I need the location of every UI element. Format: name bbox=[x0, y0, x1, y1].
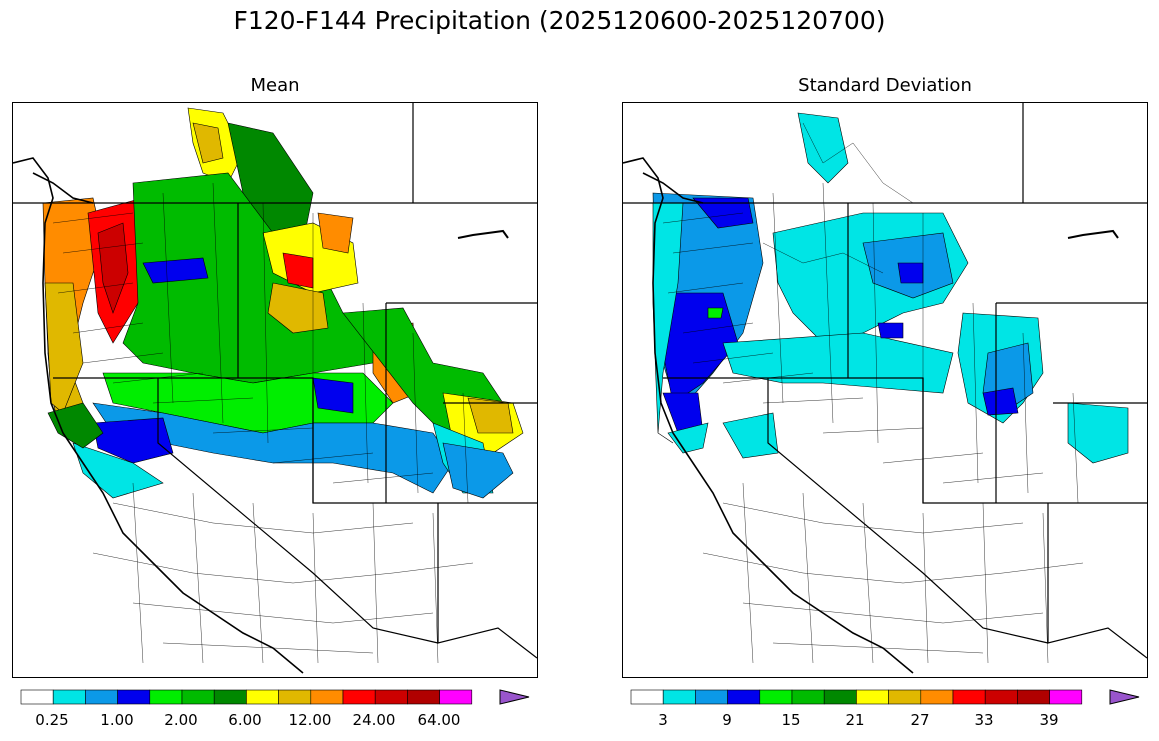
stddev-tick-label: 15 bbox=[781, 711, 801, 729]
mean-puget bbox=[32, 172, 94, 204]
mean-region-gold-east bbox=[467, 397, 514, 434]
stddev-colorbar-segment bbox=[1017, 689, 1050, 705]
sd-region-cyan-north bbox=[797, 112, 849, 184]
mean-region-blue-sierra bbox=[92, 417, 174, 464]
sd-region-blue-mid2 bbox=[877, 322, 904, 339]
stddev-colorbar-extend-arrow bbox=[1109, 689, 1140, 705]
sd-region-cyan-south-coast bbox=[667, 422, 709, 454]
mean-tick-label: 6.00 bbox=[228, 711, 262, 729]
stddev-colorbar-segment bbox=[695, 689, 728, 705]
mean-watershed-lines bbox=[52, 182, 474, 664]
mean-colorbar-segment bbox=[278, 689, 312, 705]
stddev-precip-field bbox=[652, 112, 1129, 464]
stddev-colorbar-svg bbox=[630, 689, 1140, 705]
figure-title: F120-F144 Precipitation (2025120600-2025… bbox=[233, 6, 886, 35]
stddev-colorbar-segment bbox=[856, 689, 889, 705]
sd-region-blue-mid1 bbox=[897, 262, 924, 284]
mean-tick-label: 0.25 bbox=[35, 711, 69, 729]
mean-region-gold-north bbox=[192, 122, 224, 164]
stddev-colorbar bbox=[630, 689, 1145, 709]
mean-region-orange-mid bbox=[317, 212, 354, 254]
mean-colorbar-segment bbox=[342, 689, 376, 705]
mean-great-lake bbox=[457, 229, 509, 239]
stddev-colorbar-segment bbox=[952, 689, 986, 705]
mean-colorbar-segment bbox=[246, 689, 279, 705]
stddev-colorbar-segment bbox=[727, 689, 761, 705]
sd-region-green-dot bbox=[707, 307, 724, 319]
sd-region-blue-east bbox=[982, 387, 1019, 416]
mean-tick-label: 2.00 bbox=[164, 711, 198, 729]
mean-colorbar-segment bbox=[117, 689, 151, 705]
stddev-colorbar-segment bbox=[791, 689, 825, 705]
stddev-map bbox=[622, 102, 1148, 678]
mean-region-sky-east bbox=[442, 442, 514, 499]
mean-state-borders bbox=[13, 103, 537, 659]
mean-colorbar-segment bbox=[85, 689, 118, 705]
stddev-colorbar-segment bbox=[984, 689, 1018, 705]
mean-colorbar-segment bbox=[407, 689, 440, 705]
stddev-colorbar-segment bbox=[759, 689, 793, 705]
sd-region-cyan-far-east bbox=[1067, 402, 1129, 464]
stddev-tick-label: 3 bbox=[658, 711, 668, 729]
mean-colorbar-segment bbox=[374, 689, 408, 705]
mean-region-blue-mtn bbox=[312, 377, 354, 414]
stddev-colorbar-segment bbox=[888, 689, 922, 705]
mean-coastline bbox=[13, 157, 304, 674]
stddev-tick-label: 9 bbox=[722, 711, 732, 729]
mean-tick-label: 1.00 bbox=[100, 711, 134, 729]
stddev-tick-label: 27 bbox=[910, 711, 930, 729]
stddev-watershed-lines bbox=[662, 122, 1084, 664]
mean-region-cyan-sierra bbox=[72, 442, 164, 499]
mean-colorbar-segment bbox=[439, 689, 473, 705]
mean-panel-title: Mean bbox=[250, 75, 300, 96]
sd-region-cyan-band2 bbox=[722, 332, 954, 394]
stddev-tick-label: 39 bbox=[1039, 711, 1059, 729]
stddev-great-lake bbox=[1067, 229, 1119, 239]
mean-map bbox=[12, 102, 538, 678]
mean-colorbar-segment bbox=[20, 689, 54, 705]
stddev-panel-title: Standard Deviation bbox=[798, 75, 972, 96]
stddev-tick-label: 33 bbox=[974, 711, 994, 729]
stddev-state-borders bbox=[623, 103, 1147, 659]
stddev-colorbar-segment bbox=[630, 689, 664, 705]
mean-region-green-nw bbox=[47, 402, 104, 449]
sd-region-cyan-sw bbox=[722, 412, 779, 459]
mean-region-gold-westcoast bbox=[44, 282, 84, 414]
mean-region-darkred bbox=[97, 222, 129, 314]
mean-region-blue-strip bbox=[142, 257, 209, 284]
stddev-map-svg bbox=[623, 103, 1147, 674]
stddev-tick-label: 21 bbox=[845, 711, 865, 729]
stddev-colorbar-segment bbox=[1049, 689, 1083, 705]
mean-tick-label: 12.00 bbox=[288, 711, 332, 729]
stddev-coastline bbox=[623, 157, 914, 674]
mean-colorbar-segment bbox=[310, 689, 344, 705]
stddev-colorbar-segment bbox=[823, 689, 857, 705]
mean-colorbar-svg bbox=[20, 689, 530, 705]
mean-colorbar bbox=[20, 689, 535, 709]
mean-region-sky-south bbox=[92, 402, 454, 494]
mean-tick-label: 64.00 bbox=[417, 711, 461, 729]
mean-colorbar-extend-arrow bbox=[499, 689, 530, 705]
mean-colorbar-segment bbox=[213, 689, 247, 705]
mean-tick-label: 24.00 bbox=[352, 711, 396, 729]
mean-colorbar-segment bbox=[149, 689, 183, 705]
mean-colorbar-segment bbox=[181, 689, 215, 705]
stddev-colorbar-segment bbox=[662, 689, 696, 705]
stddev-colorbar-segment bbox=[920, 689, 954, 705]
stddev-puget bbox=[642, 172, 704, 204]
mean-colorbar-segment bbox=[52, 689, 86, 705]
sd-region-blue-northcoast bbox=[692, 197, 754, 229]
mean-map-svg bbox=[13, 103, 537, 674]
